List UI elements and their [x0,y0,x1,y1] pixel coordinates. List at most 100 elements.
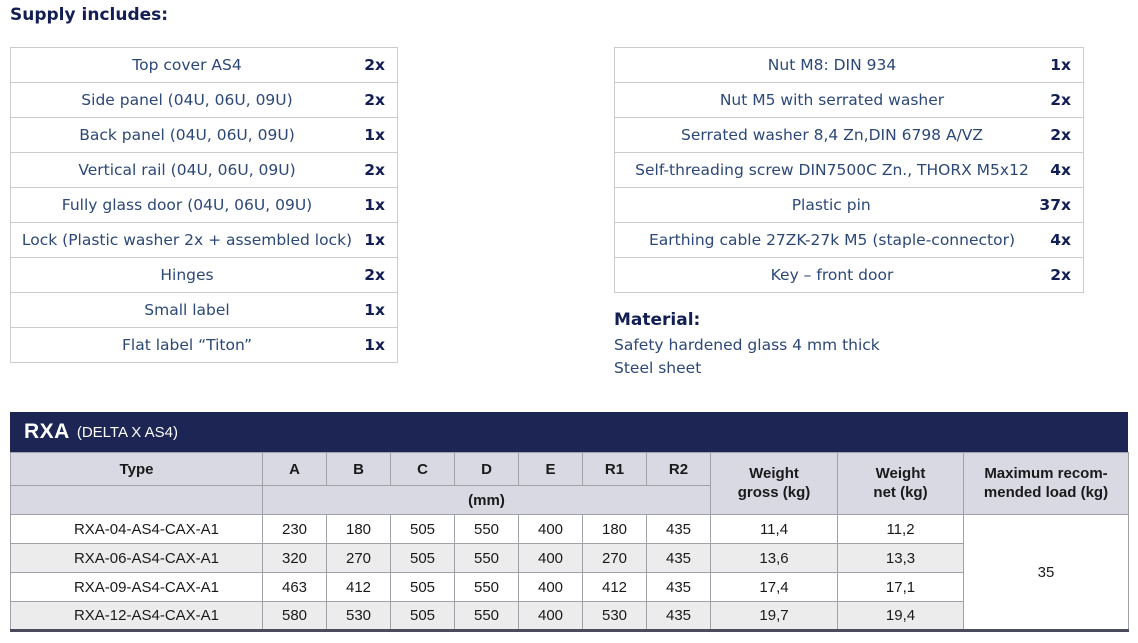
dim-cell: 435 [646,543,711,573]
dim-cell: 270 [582,543,647,573]
unit-label: (mm) [262,485,711,515]
supply-item-label: Self-threading screw DIN7500C Zn., THORX… [635,161,1029,179]
dim-cell: 505 [390,601,455,631]
supply-item-qty: 2x [1050,126,1071,144]
supply-item-label: Vertical rail (04U, 06U, 09U) [78,161,296,179]
supply-item-row: Earthing cable 27ZK-27k M5 (staple-conne… [615,223,1083,258]
dim-cell: 580 [262,601,327,631]
supply-item-row: Back panel (04U, 06U, 09U) 1x [11,118,397,153]
material-line: Safety hardened glass 4 mm thick [614,336,880,354]
max-load-cell: 35 [963,514,1129,631]
rxa-spec-table: Type A B C D E R1 R2 Weight gross (kg) W… [10,452,1129,632]
weight-net-cell: 11,2 [837,514,964,544]
rxa-spec-section: RXA (DELTA X AS4) Type A B C D E R1 R2 [10,412,1129,632]
weight-gross-cell: 17,4 [710,572,838,602]
dim-cell: 180 [582,514,647,544]
dim-cell: 550 [454,514,519,544]
supply-item-row: Key – front door 2x [615,258,1083,292]
dim-cell: 400 [518,572,583,602]
table-row: RXA-12-AS4-CAX-A1 580 530 505 550 400 53… [10,601,1129,631]
supply-item-label: Key – front door [770,266,894,284]
supply-item-qty: 2x [1050,266,1071,284]
supply-item-label: Top cover AS4 [132,56,242,74]
supply-item-row: Vertical rail (04U, 06U, 09U) 2x [11,153,397,188]
weight-gross-cell: 19,7 [710,601,838,631]
col-header-max-load: Maximum recom- mended load (kg) [963,452,1129,515]
supply-item-row: Plastic pin 37x [615,188,1083,223]
supply-item-qty: 2x [1050,91,1071,109]
weight-net-cell: 19,4 [837,601,964,631]
supply-item-row: Small label 1x [11,293,397,328]
dim-cell: 270 [326,543,391,573]
col-header-weight-gross: Weight gross (kg) [710,452,838,515]
table-row: RXA-09-AS4-CAX-A1 463 412 505 550 400 41… [10,572,1129,602]
supply-list-left: Top cover AS4 2x Side panel (04U, 06U, 09… [10,47,398,363]
supply-item-label: Serrated washer 8,4 Zn,DIN 6798 A/VZ [680,126,984,144]
dim-cell: 412 [326,572,391,602]
dim-cell: 412 [582,572,647,602]
weight-gross-cell: 13,6 [710,543,838,573]
material-line: Steel sheet [614,359,702,377]
supply-item-qty: 1x [364,301,385,319]
supply-item-qty: 37x [1039,196,1071,214]
type-cell: RXA-06-AS4-CAX-A1 [10,543,263,573]
dim-cell: 505 [390,572,455,602]
col-header-r1: R1 [582,452,647,486]
material-section: Material: Safety hardened glass 4 mm thi… [614,310,880,380]
supply-item-label: Side panel (04U, 06U, 09U) [81,91,293,109]
dim-cell: 180 [326,514,391,544]
dim-cell: 463 [262,572,327,602]
dim-cell: 230 [262,514,327,544]
rxa-header-row: Type A B C D E R1 R2 Weight gross (kg) W… [10,452,1129,515]
supply-item-label: Flat label “Titon” [121,336,253,354]
supply-item-row: Hinges 2x [11,258,397,293]
supply-item-row: Side panel (04U, 06U, 09U) 2x [11,83,397,118]
dim-cell: 505 [390,514,455,544]
col-header-d: D [454,452,519,486]
col-header-b: B [326,452,391,486]
type-cell: RXA-12-AS4-CAX-A1 [10,601,263,631]
supply-item-row: Flat label “Titon” 1x [11,328,397,362]
supply-item-qty: 2x [364,161,385,179]
supply-item-qty: 1x [1050,56,1071,74]
rxa-table-header-bar: RXA (DELTA X AS4) [10,412,1128,452]
supply-item-label: Fully glass door (04U, 06U, 09U) [61,196,313,214]
dim-cell: 435 [646,572,711,602]
supply-item-row: Top cover AS4 2x [11,48,397,83]
supply-item-qty: 2x [364,56,385,74]
supply-list-right: Nut M8: DIN 934 1x Nut M5 with serrated w… [614,47,1084,293]
table-row: RXA-06-AS4-CAX-A1 320 270 505 550 400 27… [10,543,1129,573]
supply-item-qty: 2x [364,266,385,284]
type-cell: RXA-04-AS4-CAX-A1 [10,514,263,544]
supply-item-row: Fully glass door (04U, 06U, 09U) 1x [11,188,397,223]
supply-item-row: Self-threading screw DIN7500C Zn., THORX… [615,153,1083,188]
supply-item-label: Plastic pin [791,196,871,214]
supply-item-label: Earthing cable 27ZK-27k M5 (staple-conne… [648,231,1015,249]
dim-cell: 400 [518,601,583,631]
supply-item-label: Hinges [160,266,214,284]
weight-net-cell: 17,1 [837,572,964,602]
dim-cell: 550 [454,543,519,573]
rxa-series-title: RXA [24,420,70,443]
col-header-a: A [262,452,327,486]
material-heading: Material: [614,310,701,330]
supply-item-qty: 4x [1050,231,1071,249]
col-header-c: C [390,452,455,486]
dim-cell: 400 [518,543,583,573]
supply-item-qty: 1x [364,126,385,144]
col-header-weight-net: Weight net (kg) [837,452,964,515]
unit-row-empty-cell [10,485,263,515]
supply-item-label: Small label [144,301,230,319]
dim-cell: 530 [326,601,391,631]
supply-item-row: Nut M5 with serrated washer 2x [615,83,1083,118]
dim-cell: 550 [454,572,519,602]
supply-item-label: Lock (Plastic washer 2x + assembled lock… [21,231,353,249]
rxa-series-subtitle: (DELTA X AS4) [76,423,178,441]
supply-item-row: Serrated washer 8,4 Zn,DIN 6798 A/VZ 2x [615,118,1083,153]
supply-item-label: Nut M8: DIN 934 [767,56,897,74]
dim-cell: 530 [582,601,647,631]
table-row: RXA-04-AS4-CAX-A1 230 180 505 550 400 18… [10,514,1129,631]
supply-item-qty: 1x [364,231,385,249]
dim-cell: 400 [518,514,583,544]
